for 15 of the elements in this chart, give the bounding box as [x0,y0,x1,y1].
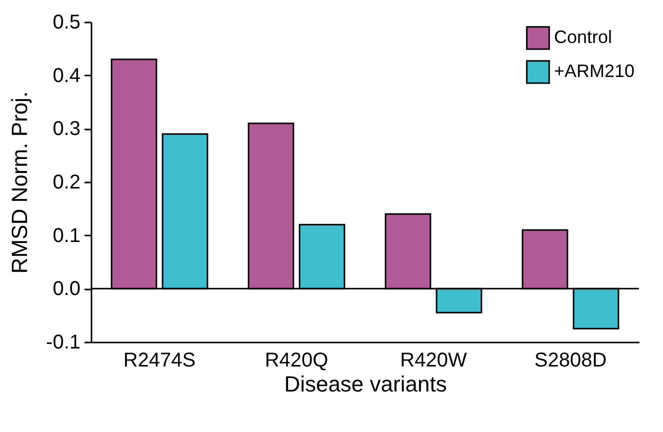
x-tick-label: R420Q [264,350,328,372]
y-tick-label: 0.2 [52,172,80,194]
y-tick-label: 0.5 [52,12,80,34]
y-axis-title: RMSD Norm. Proj. [7,91,32,274]
y-tick-label: 0.0 [52,278,80,300]
y-tick-label: -0.1 [46,332,80,354]
y-tick-label: 0.1 [52,224,80,247]
x-tick-label: R2474S [123,350,196,372]
y-tick-label: 0.4 [52,64,80,87]
x-axis-title: Disease variants [284,372,447,396]
x-tick-label: S2808D [534,350,607,372]
legend-label: +ARM210 [554,61,635,81]
legend-label: Control [554,27,612,47]
x-tick-label: R420W [400,350,467,372]
y-tick-label: 0.3 [52,118,80,140]
